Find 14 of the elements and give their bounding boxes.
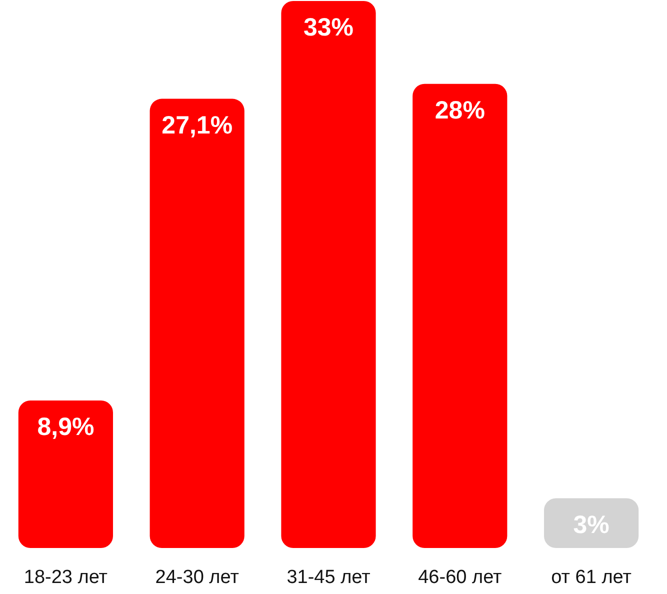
x-tick-label: 24-30 лет [155,567,240,588]
bar [18,400,114,548]
data-label: 8,9% [37,412,94,441]
bar [150,98,244,548]
x-tick-label: от 61 лет [551,567,632,588]
bar [412,84,508,548]
bar [281,1,376,548]
x-tick-label: 18-23 лет [24,567,108,588]
data-label: 33% [303,14,354,42]
data-label: 27,1% [162,111,233,140]
x-tick-label: 46-60 лет [418,567,502,588]
x-tick-label: 31-45 лет [286,567,371,588]
data-label: 28% [434,96,485,124]
bar [544,498,639,548]
